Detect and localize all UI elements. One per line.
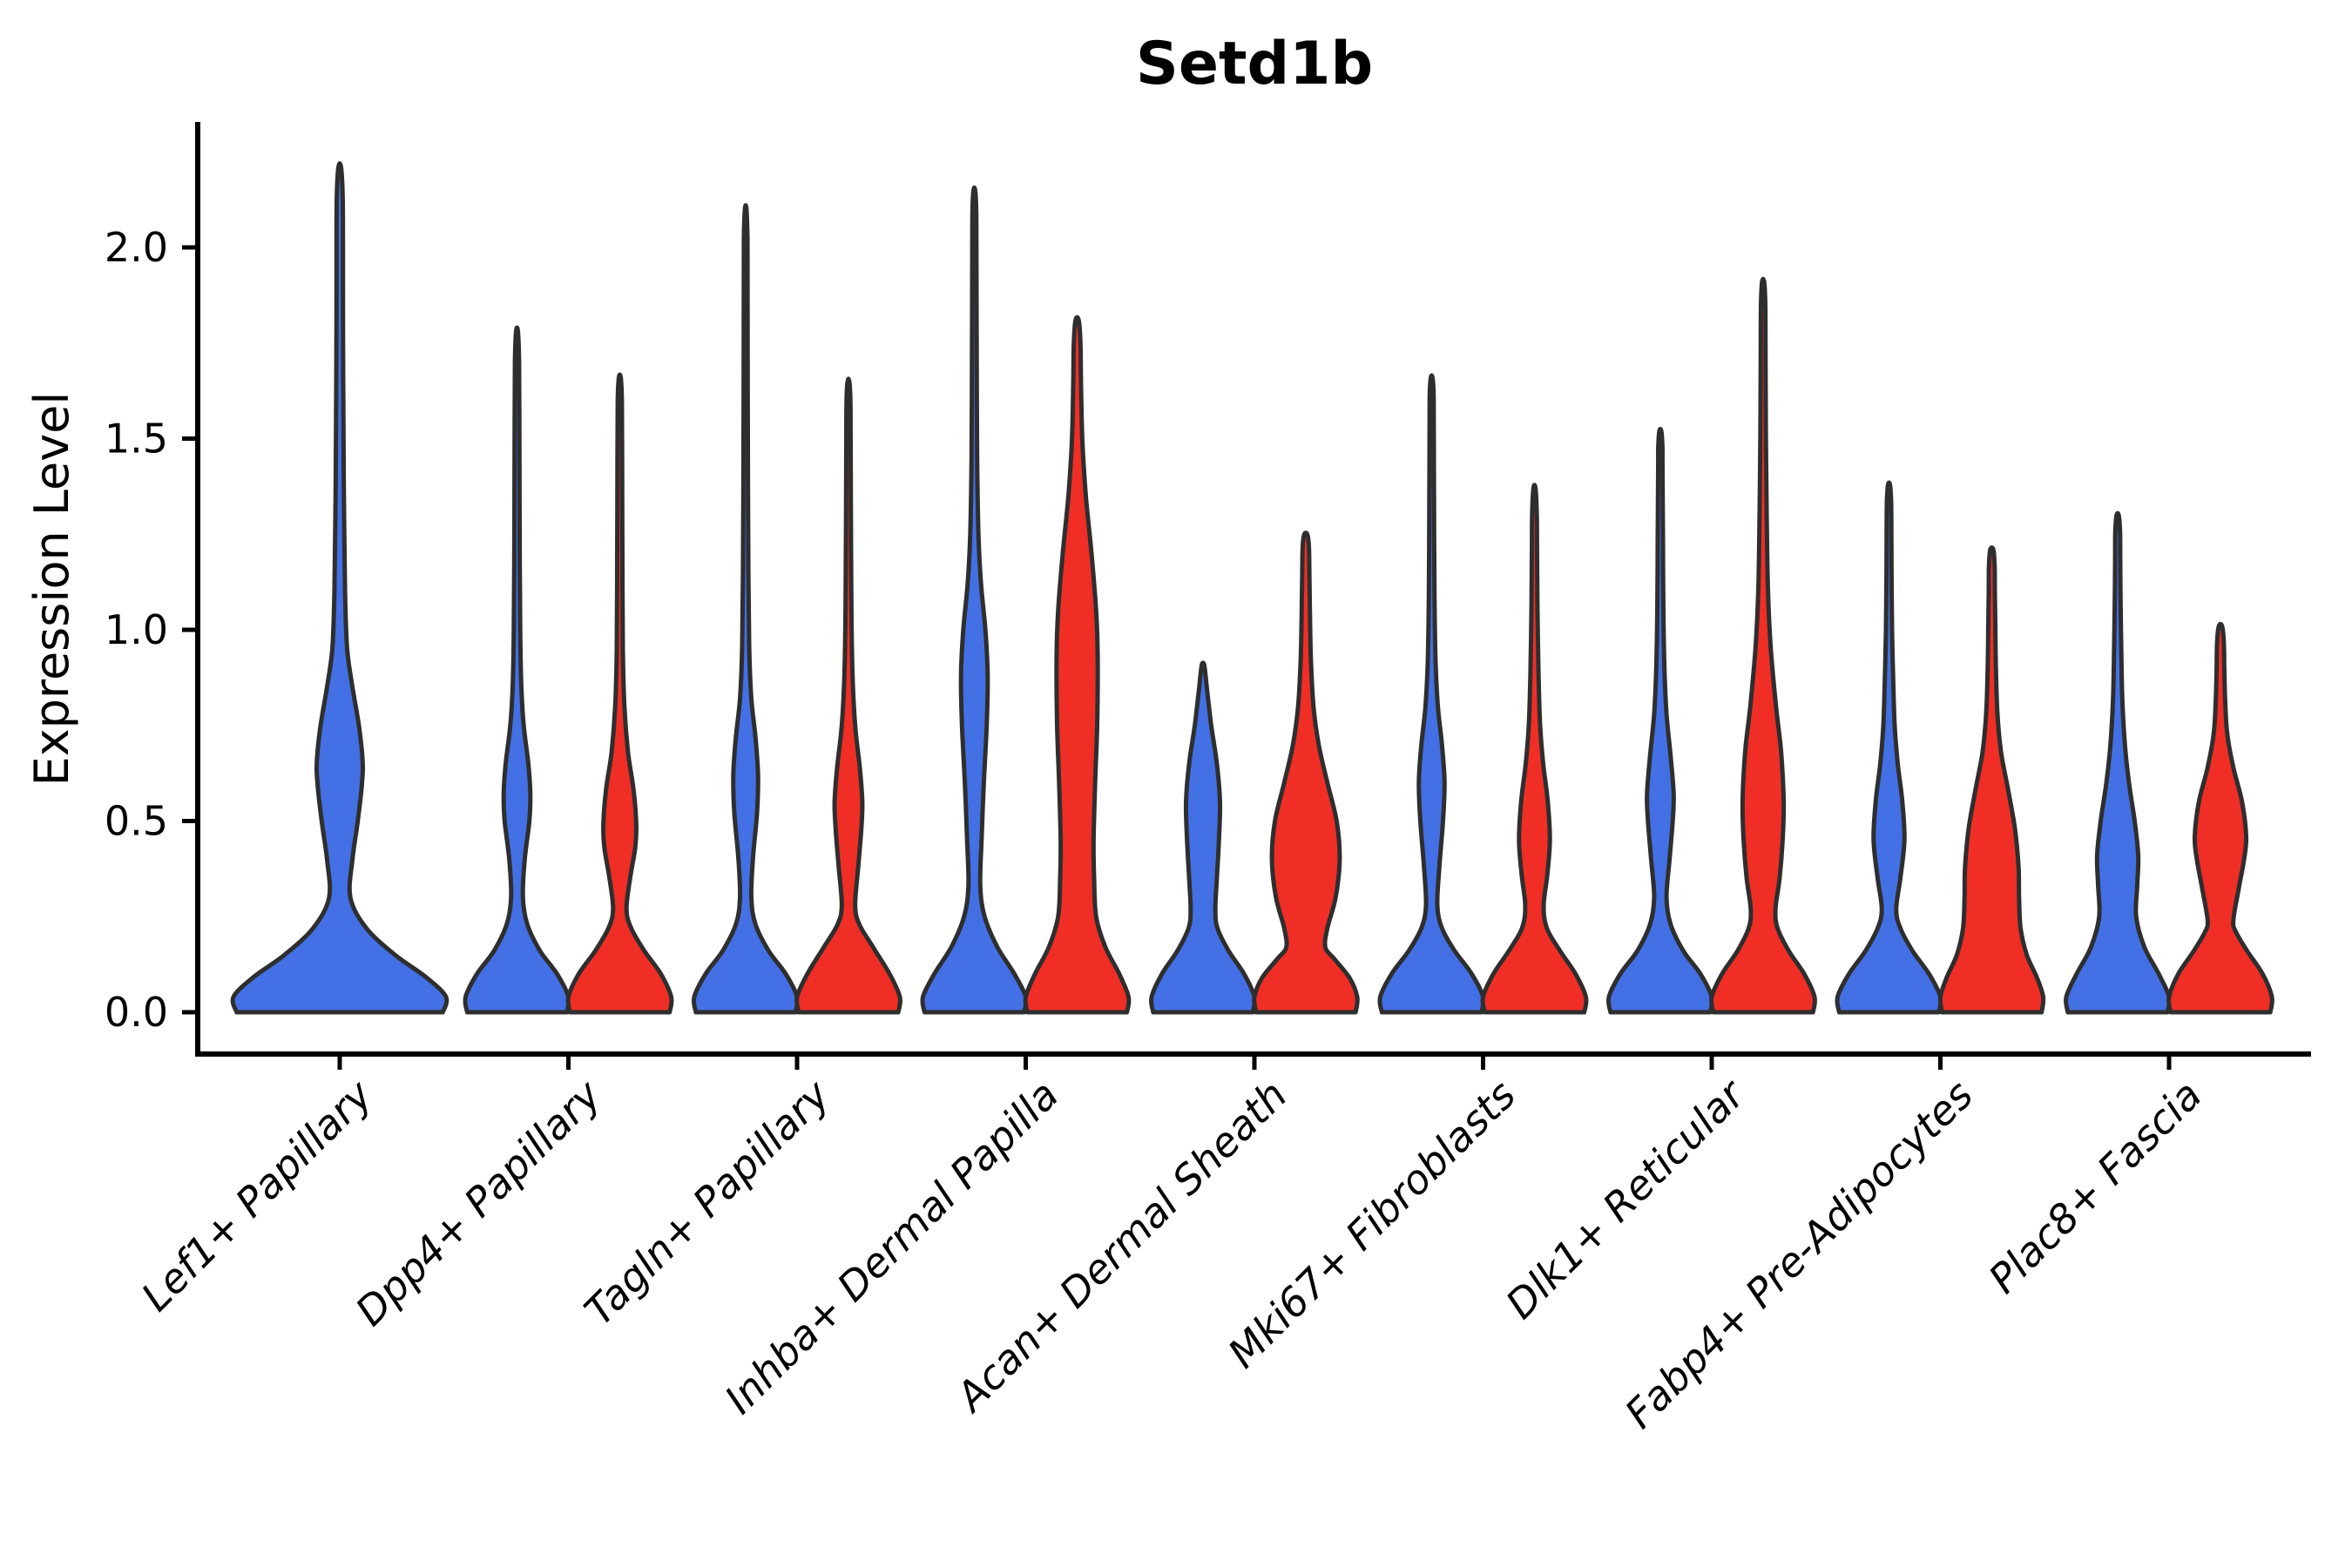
x-tick-label: Lef1+ Papillary bbox=[132, 1071, 382, 1320]
violin-blue-mki67-fibroblasts bbox=[1377, 373, 1486, 1015]
x-tick-label: Dlk1+ Reticular bbox=[1497, 1069, 1755, 1328]
violin-red-mki67-fibroblasts bbox=[1480, 483, 1589, 1015]
y-tick-label: 1.5 bbox=[105, 416, 168, 463]
violin-blue-plac8-fascia bbox=[2064, 510, 2172, 1015]
violin-red-fabp4-pre-adipocytes bbox=[1937, 545, 2046, 1015]
violin-red-acan-dermal-sheath bbox=[1252, 531, 1360, 1015]
y-axis-label: Expression Level bbox=[24, 392, 79, 787]
chart-title: Setd1b bbox=[1136, 30, 1373, 98]
violin-blue-fabp4-pre-adipocytes bbox=[1835, 480, 1943, 1015]
violin-red-dlk1-reticular bbox=[1709, 276, 1817, 1015]
y-tick-label: 0.0 bbox=[105, 989, 168, 1036]
violins-layer bbox=[230, 160, 2274, 1015]
violin-red-tagln-papillary bbox=[794, 376, 902, 1015]
y-tick-label: 0.5 bbox=[105, 798, 168, 845]
violin-blue-dlk1-reticular bbox=[1605, 427, 1715, 1015]
violin-red-plac8-fascia bbox=[2166, 622, 2274, 1015]
x-tick-label: Dpp4+ Papillary bbox=[347, 1071, 611, 1335]
violin-blue-inhba-dermal-papilla bbox=[920, 185, 1029, 1015]
violin-blue-acan-dermal-sheath bbox=[1149, 660, 1257, 1015]
violin-red-inhba-dermal-papilla bbox=[1023, 314, 1132, 1015]
violin-red-dpp4-papillary bbox=[565, 372, 674, 1015]
y-tick-label: 1.0 bbox=[105, 606, 168, 653]
violin-blue-lef1-papillary bbox=[230, 160, 449, 1015]
violin-blue-tagln-papillary bbox=[691, 203, 801, 1015]
x-tick-label: Plac8+ Fascia bbox=[1979, 1071, 2210, 1302]
y-tick-label: 2.0 bbox=[105, 224, 168, 271]
violin-blue-dpp4-papillary bbox=[463, 325, 571, 1015]
x-tick-label: Tagln+ Papillary bbox=[575, 1071, 839, 1335]
